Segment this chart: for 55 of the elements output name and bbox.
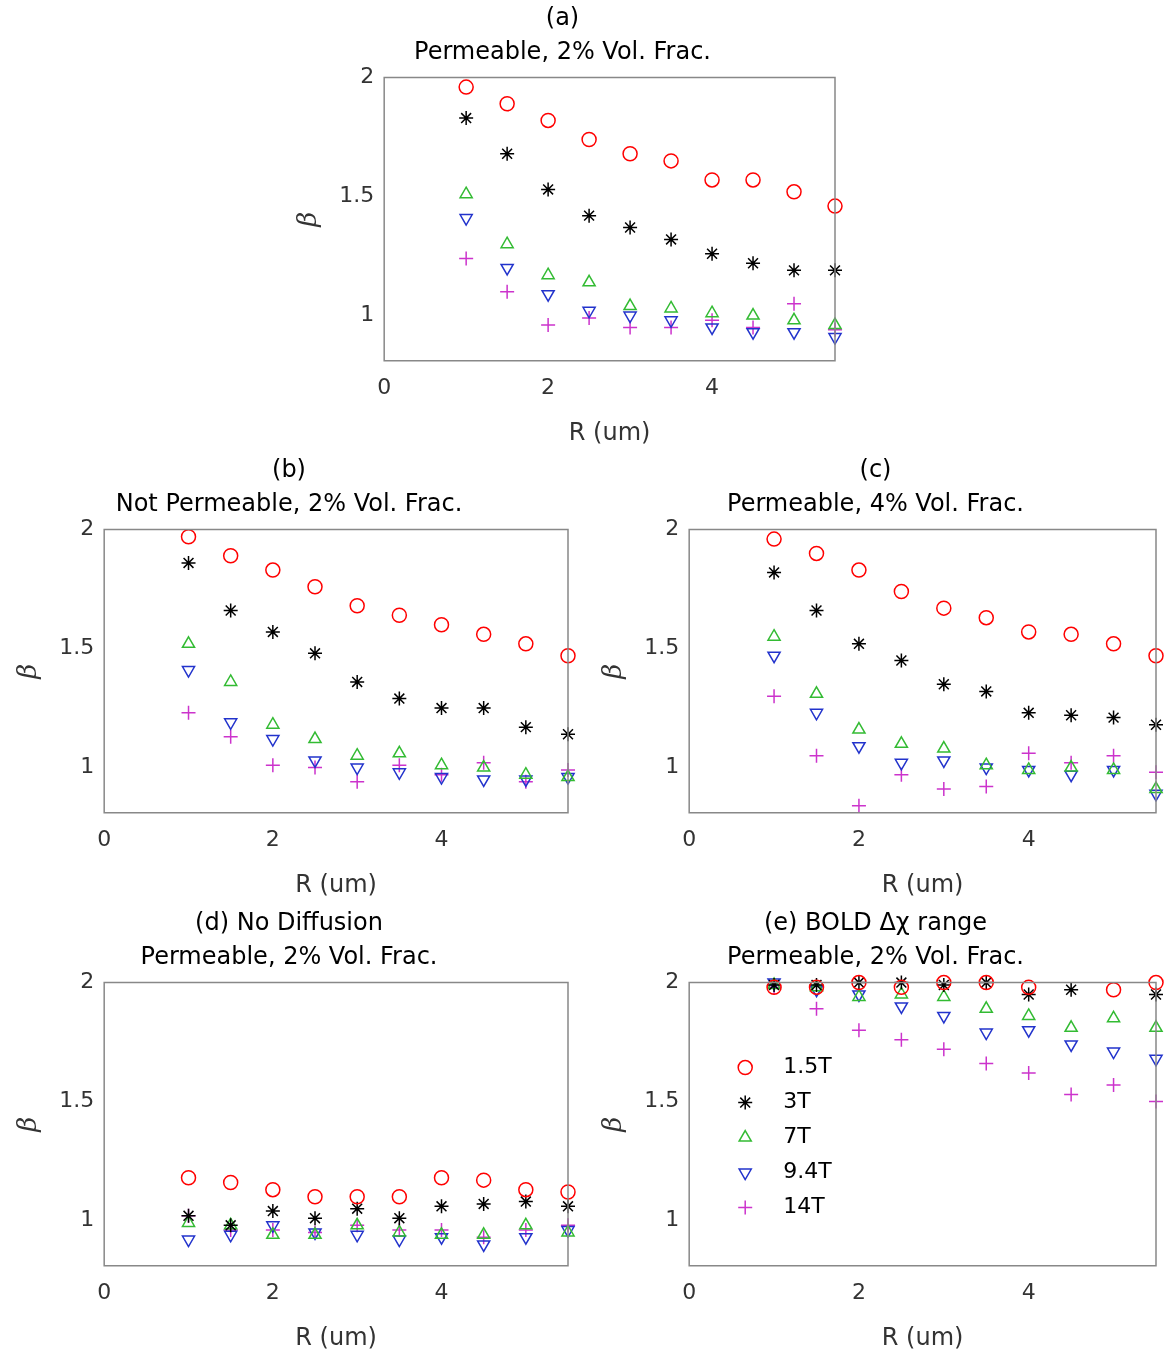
y-tick-label: 1 [360,301,375,327]
x-tick-label: 0 [682,825,697,851]
y-tick-label: 2 [665,968,680,994]
x-axis-title: R (um) [295,1322,377,1351]
chart-title: (e) BOLD Δχ range [763,907,988,936]
y-tick-label: 1.5 [59,634,95,660]
x-axis-title: R (um) [881,869,964,898]
x-tick-label: 0 [97,825,112,851]
x-axis-title: R (um) [568,417,651,446]
x-axis-title: R (um) [295,869,377,898]
y-axis-title: β [597,663,628,680]
x-tick-label: 2 [541,373,556,399]
x-tick-label: 4 [705,373,720,399]
x-axis-title: R (um) [881,1322,964,1351]
chart-subtitle: Permeable, 4% Vol. Frac. [727,489,1024,518]
y-tick-label: 1.5 [644,634,680,660]
x-tick-label: 4 [434,1278,449,1304]
y-tick-label: 1 [665,753,680,779]
y-axis-title: β [12,1116,43,1133]
x-tick-label: 4 [1021,1278,1036,1304]
y-tick-label: 2 [360,63,375,89]
y-tick-label: 1.5 [59,1087,95,1113]
y-tick-label: 1 [665,1206,680,1232]
chart-subtitle: Permeable, 2% Vol. Frac. [140,942,438,971]
x-tick-label: 0 [682,1278,697,1304]
x-tick-label: 4 [434,825,449,851]
y-tick-label: 2 [80,515,95,541]
x-tick-label: 0 [97,1278,112,1304]
y-axis-title: β [292,211,323,228]
legend-label: 14T [783,1193,826,1219]
chart-title: (a) [545,2,580,31]
y-tick-label: 2 [80,968,95,994]
y-tick-label: 1 [80,1206,95,1232]
x-tick-label: 2 [265,1278,280,1304]
legend-label: 3T [783,1088,812,1114]
x-tick-label: 4 [1021,825,1036,851]
x-tick-label: 2 [851,825,866,851]
legend-label: 7T [783,1123,812,1149]
y-axis-title: β [597,1116,628,1133]
x-tick-label: 0 [377,373,392,399]
chart-title: (b) [272,454,306,483]
y-tick-label: 1.5 [644,1087,680,1113]
chart-subtitle: Not Permeable, 2% Vol. Frac. [115,489,463,518]
chart-subtitle: Permeable, 2% Vol. Frac. [727,942,1024,971]
x-tick-label: 2 [851,1278,866,1304]
legend-label: 9.4T [783,1158,833,1184]
y-axis-title: β [12,663,43,680]
y-tick-label: 1 [80,753,95,779]
x-tick-label: 2 [265,825,280,851]
chart-subtitle: Permeable, 2% Vol. Frac. [414,37,711,66]
y-tick-label: 2 [665,515,680,541]
chart-title: (c) [859,454,892,483]
y-tick-label: 1.5 [339,182,375,208]
chart-title: (d) No Diffusion [195,907,383,936]
legend-label: 1.5T [783,1053,833,1079]
